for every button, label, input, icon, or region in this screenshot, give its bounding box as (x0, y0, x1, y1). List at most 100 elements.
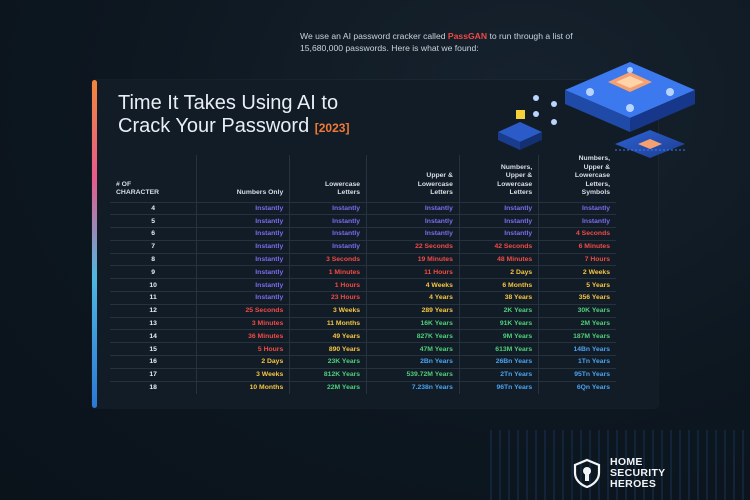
crack-time-cell: 1 Minutes (289, 265, 368, 279)
table-row: 8 Instantly 3 Seconds 19 Minutes 48 Minutes 7… (110, 252, 616, 266)
column-header-line: Letters (509, 189, 533, 196)
column-header-line: Lowercase (417, 180, 453, 188)
crack-time-cell: 7 Hours (538, 252, 616, 266)
column-header-line: Upper & (505, 172, 533, 179)
table-row: 18 10 Months 22M Years 7.238n Years 96Tn Yea… (110, 380, 616, 394)
column-header-line: Letters (337, 189, 361, 196)
crack-time-cell: 47M Years (366, 342, 460, 356)
crack-time-cell: 23 Hours (289, 291, 368, 305)
crack-time-cell: 36 Minutes (196, 329, 291, 343)
crack-time-cell: 5 Hours (196, 342, 291, 356)
character-count: 14 (110, 329, 198, 343)
crack-time-cell: 25 Seconds (196, 303, 291, 318)
table-row: 12 25 Seconds 3 Weeks 289 Years 2K Years 30K … (110, 303, 616, 318)
character-count: 18 (110, 380, 198, 394)
table-row: 17 3 Weeks 812K Years 539.72M Years 2Tn Year… (110, 367, 616, 382)
column-header-line: Symbols (581, 189, 610, 196)
table-row: 6 Instantly Instantly Instantly Instantly 4 S… (110, 227, 616, 241)
crack-time-cell: 7.238n Years (366, 380, 460, 394)
crack-time-cell: Instantly (538, 201, 616, 215)
shield-keyhole-icon (573, 458, 601, 488)
column-header-line: Letters (430, 189, 453, 196)
column-header: Numbers, Upper & Lowercase Letters, Symbols (539, 155, 616, 202)
crack-time-cell: 539.72M Years (366, 367, 460, 382)
column-header-line: Letters, (585, 180, 610, 188)
character-count: 5 (110, 214, 198, 228)
crack-time-cell: Instantly (459, 214, 540, 228)
crack-time-cell: 3 Weeks (289, 303, 368, 318)
crack-time-cell: 19 Minutes (366, 252, 460, 266)
crack-time-cell: 11 Hours (366, 265, 460, 279)
crack-time-cell: 6 Minutes (538, 239, 616, 254)
crack-time-cell: 4 Seconds (538, 227, 616, 241)
crack-time-cell: 22 Seconds (366, 239, 460, 254)
character-count: 16 (110, 355, 198, 369)
character-count: 13 (110, 316, 198, 330)
column-header-line: Numbers, (500, 163, 533, 171)
crack-time-cell: 812K Years (289, 367, 368, 382)
crack-time-cell: Instantly (538, 214, 616, 228)
crack-time-cell: 26Bn Years (459, 355, 540, 369)
crack-time-cell: Instantly (459, 201, 540, 215)
crack-time-cell: 48 Minutes (459, 252, 540, 266)
crack-time-cell: 2M Years (538, 316, 616, 330)
crack-time-cell: 49 Years (289, 329, 368, 343)
table-row: 9 Instantly 1 Minutes 11 Hours 2 Days 2 Weeks (110, 265, 616, 279)
table-row: 5 Instantly Instantly Instantly Instantly Ins… (110, 214, 616, 228)
crack-time-cell: 2Tn Years (459, 367, 540, 382)
crack-time-cell: Instantly (196, 214, 291, 228)
crack-time-cell: 6Qn Years (538, 380, 616, 394)
crack-time-cell: Instantly (289, 227, 368, 241)
crack-time-cell: Instantly (366, 201, 460, 215)
title-year: [2023] (314, 121, 350, 135)
character-count: 8 (110, 252, 198, 266)
brand-line-1: HOME (610, 455, 643, 468)
crack-time-cell: 3 Seconds (289, 252, 368, 266)
crack-time-cell: 890 Years (289, 342, 368, 356)
circuit-pattern (490, 430, 750, 500)
crack-time-cell: 9M Years (459, 329, 540, 343)
column-header-line: Numbers, (578, 155, 610, 162)
crack-time-cell: Instantly (289, 201, 368, 215)
crack-time-cell: 2 Days (196, 355, 291, 369)
crack-time-cell: 3 Weeks (196, 367, 291, 382)
crack-time-cell: 4 Years (366, 291, 460, 305)
crack-time-cell: 16K Years (366, 316, 460, 330)
crack-time-cell: Instantly (196, 227, 291, 241)
table-row: 4 Instantly Instantly Instantly Instantly Ins… (110, 201, 616, 215)
brand-logo: HOME SECURITY HEROES (572, 456, 712, 490)
crack-time-cell: 22M Years (289, 380, 368, 394)
crack-time-cell: 827K Years (366, 329, 460, 343)
crack-time-cell: 5 Years (538, 278, 616, 292)
crack-time-cell: 14Bn Years (538, 342, 616, 356)
column-header-line: Numbers Only (236, 189, 284, 196)
brand-name: HOME SECURITY HEROES (610, 455, 666, 490)
brand-line-3: HEROES (610, 477, 657, 490)
crack-time-cell: 11 Months (289, 316, 368, 330)
intro-text: We use an AI password cracker called Pas… (300, 30, 600, 54)
character-count: 6 (110, 227, 198, 241)
table-row: 13 3 Minutes 11 Months 16K Years 91K Years 2M… (110, 316, 616, 330)
table-row: 15 5 Hours 890 Years 47M Years 613M Years 14B… (110, 342, 616, 356)
crack-time-cell: 3 Minutes (196, 316, 291, 330)
crack-time-cell: 23K Years (289, 355, 368, 369)
crack-time-cell: 38 Years (459, 291, 540, 305)
table-row: 7 Instantly Instantly 22 Seconds 42 Seconds 6… (110, 239, 616, 254)
crack-time-cell: Instantly (289, 239, 368, 254)
title-line-1: Time It Takes Using AI to (118, 92, 339, 114)
crack-time-cell: 1 Hours (289, 278, 368, 292)
column-header: Lowercase Letters (289, 155, 368, 202)
crack-time-cell: Instantly (196, 278, 291, 292)
brand-line-2: SECURITY (610, 466, 666, 479)
column-header: Numbers Only (196, 155, 291, 202)
character-count: 9 (110, 265, 198, 279)
table-body: 4 Instantly Instantly Instantly Instantly Ins… (110, 201, 616, 394)
column-header-line: CHARACTER (116, 189, 160, 196)
column-header-line: # OF (116, 180, 132, 188)
crack-time-cell: Instantly (366, 227, 460, 241)
table-row: 11 Instantly 23 Hours 4 Years 38 Years 356 Ye… (110, 291, 616, 305)
table-header-row: # OF CHARACTER Numbers Only Lowercase Letter… (110, 155, 616, 202)
table-row: 16 2 Days 23K Years 2Bn Years 26Bn Years 1Tn … (110, 355, 616, 369)
crack-time-cell: 2Bn Years (366, 355, 460, 369)
column-header: Numbers, Upper & Lowercase Letters (459, 155, 540, 202)
